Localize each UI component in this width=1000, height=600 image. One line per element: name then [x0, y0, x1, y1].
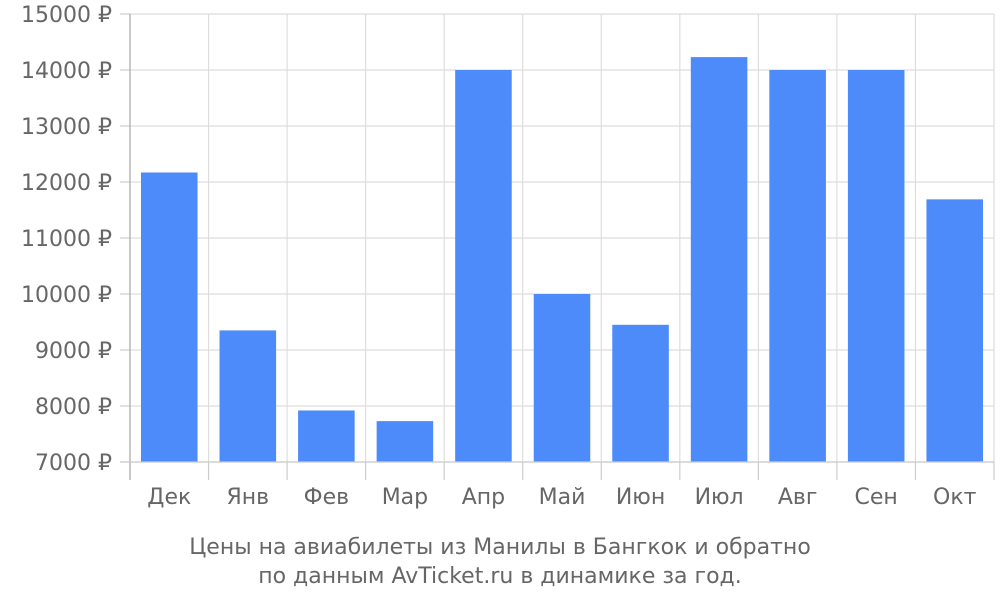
- x-tick-label: Апр: [462, 485, 505, 510]
- chart-caption-line-1: Цены на авиабилеты из Манилы в Бангкок и…: [189, 535, 811, 560]
- x-tick-label: Май: [539, 485, 586, 510]
- grid: [129, 13, 995, 463]
- bar: [455, 70, 512, 462]
- y-tick-label: 8000 ₽: [35, 395, 112, 420]
- axes: [120, 13, 995, 480]
- bar: [298, 410, 355, 462]
- bar: [376, 421, 434, 462]
- bar: [219, 330, 277, 462]
- x-tick-label: Мар: [382, 485, 428, 510]
- bar: [690, 57, 748, 463]
- x-tick-label: Янв: [226, 485, 269, 510]
- x-tick-label: Июл: [695, 485, 744, 510]
- x-tick-label: Авг: [778, 485, 818, 510]
- y-tick-label: 7000 ₽: [35, 451, 112, 476]
- y-tick-label: 12000 ₽: [21, 171, 112, 196]
- bar: [612, 324, 669, 462]
- bar: [926, 199, 984, 463]
- y-tick-label: 15000 ₽: [21, 3, 112, 28]
- x-tick-label: Июн: [616, 485, 665, 510]
- y-tick-label: 13000 ₽: [21, 115, 112, 140]
- bar: [769, 70, 826, 462]
- x-tick-label: Дек: [147, 485, 191, 510]
- y-tick-label: 10000 ₽: [21, 283, 112, 308]
- chart-caption-line-2: по данным AvTicket.ru в динамике за год.: [258, 564, 742, 589]
- x-tick-label: Фев: [304, 485, 349, 510]
- y-tick-label: 14000 ₽: [21, 59, 112, 84]
- bar: [140, 172, 198, 463]
- tick-labels: 7000 ₽ 8000 ₽ 9000 ₽ 10000 ₽ 11000 ₽ 12000 ₽ 1…: [21, 3, 977, 510]
- bar: [847, 70, 905, 462]
- bar: [533, 294, 591, 462]
- x-tick-label: Окт: [933, 485, 977, 510]
- y-tick-label: 11000 ₽: [21, 227, 112, 252]
- y-tick-label: 9000 ₽: [35, 339, 112, 364]
- x-tick-label: Сен: [855, 485, 898, 510]
- bars: [140, 57, 984, 463]
